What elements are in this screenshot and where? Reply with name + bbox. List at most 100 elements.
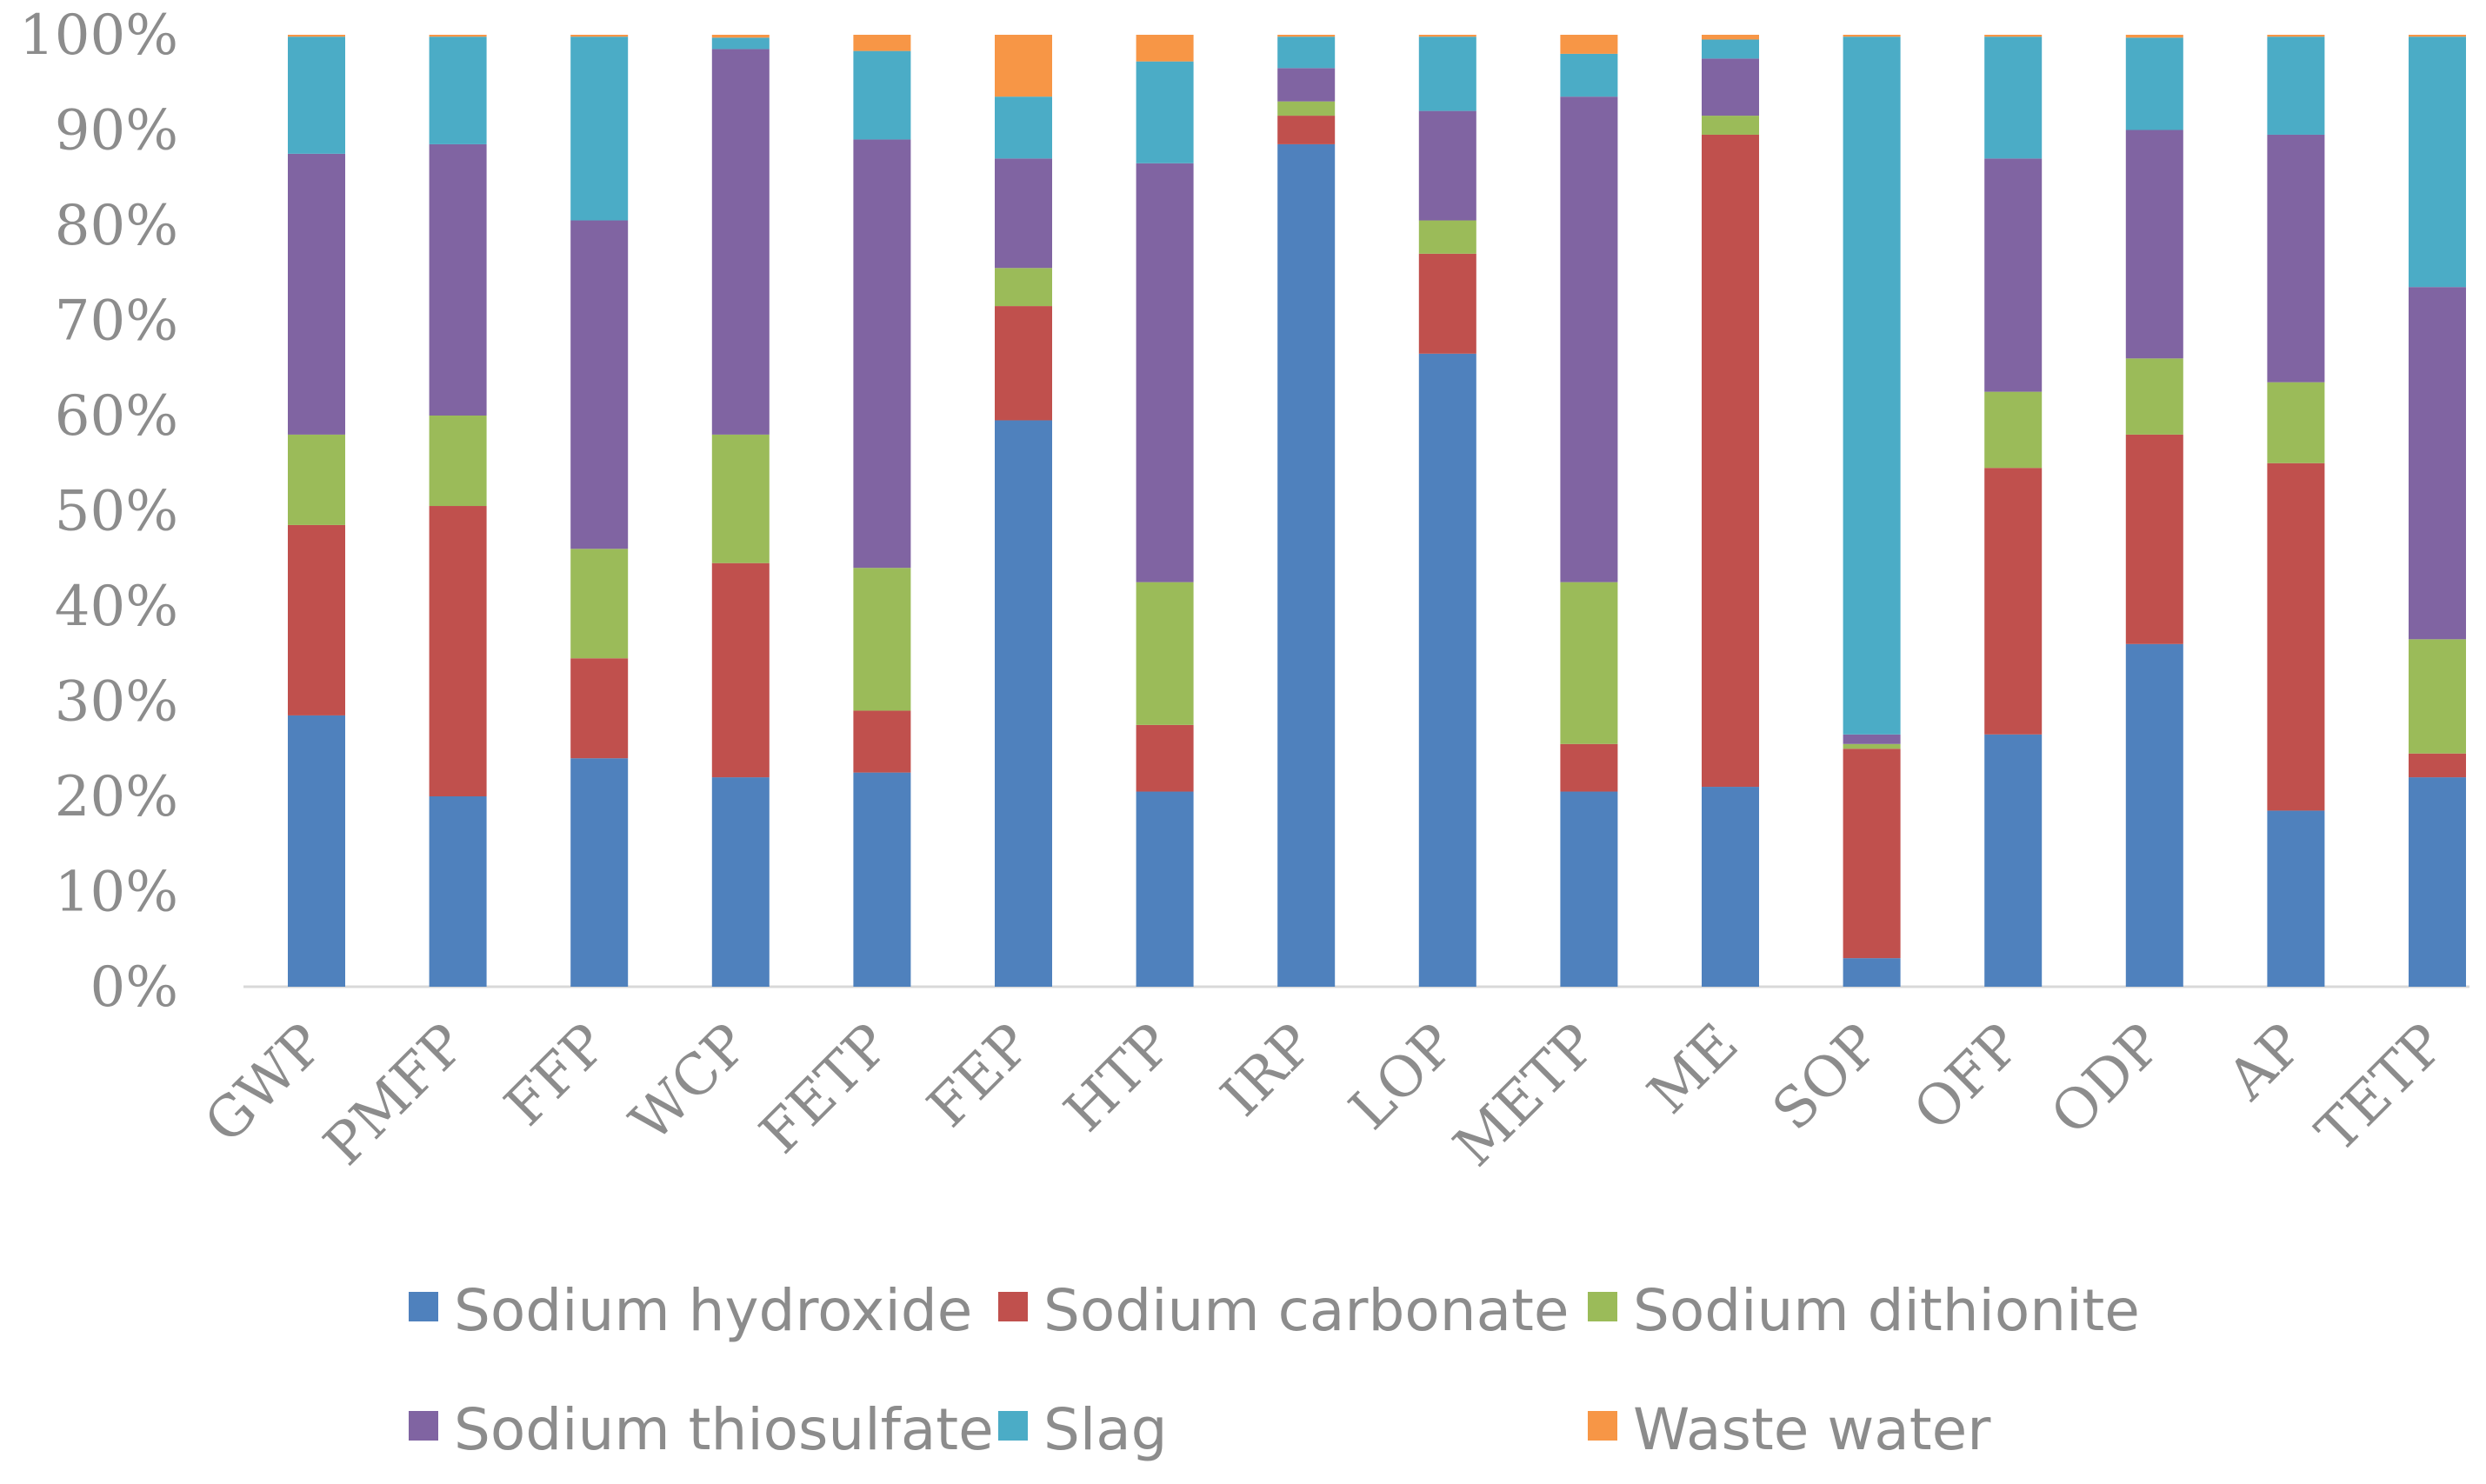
bar-segment-slag	[1560, 53, 1618, 97]
x-tick-label-lop: LOP	[1337, 1012, 1468, 1142]
legend-swatch	[409, 1411, 438, 1441]
bar-stack-fetp	[853, 35, 911, 988]
x-tick-label-htp: HTP	[1052, 1012, 1184, 1144]
legend-swatch	[409, 1292, 438, 1321]
bar-segment-waste-water	[711, 35, 770, 38]
bar-segment-waste-water	[2409, 35, 2466, 37]
y-tick-label: 80%	[55, 194, 178, 258]
bar-segment-waste-water	[288, 35, 345, 37]
bar-stack-ffp	[570, 35, 629, 987]
bar-segment-sodium-hydroxide	[711, 777, 770, 987]
bar-segment-sodium-dithionite	[711, 434, 770, 563]
bar-segment-sodium-carbonate	[570, 658, 629, 759]
bar-segment-sodium-hydroxide	[1277, 143, 1336, 988]
bar-segment-sodium-carbonate	[1560, 743, 1618, 792]
bar-segment-sodium-hydroxide	[853, 772, 911, 988]
bar-segment-sodium-carbonate	[1984, 468, 2043, 735]
legend-item-waste-water: Waste water	[1588, 1396, 1991, 1463]
bar-segment-sodium-thiosulfate	[1843, 734, 1901, 744]
x-tick-label-ap: AP	[2216, 1012, 2316, 1113]
bar-segment-sodium-dithionite	[1702, 116, 1759, 135]
x-tick-label-ofp: OFP	[1902, 1012, 2033, 1143]
bar-segment-sodium-dithionite	[570, 549, 629, 659]
bar-segment-sodium-hydroxide	[288, 715, 345, 987]
bar-segment-slag	[995, 96, 1052, 159]
bar-segment-sodium-carbonate	[1136, 724, 1194, 792]
bar-segment-sodium-hydroxide	[2267, 810, 2325, 987]
bar-segment-sodium-thiosulfate	[1277, 68, 1336, 102]
x-tick-label-tetp: TETP	[2304, 1012, 2457, 1165]
bar-segment-waste-water	[1560, 35, 1618, 54]
bar-segment-sodium-hydroxide	[1136, 791, 1194, 987]
bar-segment-sodium-thiosulfate	[288, 153, 345, 435]
y-tick-label: 70%	[55, 289, 178, 354]
y-tick-label: 20%	[55, 765, 178, 829]
bar-segment-sodium-dithionite	[1560, 582, 1618, 744]
bar-segment-sodium-carbonate	[1702, 134, 1759, 788]
bar-segment-sodium-carbonate	[1418, 253, 1476, 354]
legend-item-slag: Slag	[998, 1396, 1168, 1463]
legend-swatch	[1588, 1292, 1617, 1321]
bar-segment-waste-water	[853, 35, 911, 51]
bar-segment-waste-water	[429, 35, 487, 37]
bar-stack-pmfp	[429, 35, 487, 987]
bar-segment-sodium-carbonate	[429, 506, 487, 796]
bar-segment-sodium-thiosulfate	[711, 49, 770, 435]
bar-stack-sop	[1843, 35, 1901, 987]
bar-segment-slag	[429, 37, 487, 144]
legend-item-sodium-thiosulfate: Sodium thiosulfate	[409, 1396, 994, 1463]
bar-stack-fep	[995, 35, 1052, 988]
bar-segment-sodium-thiosulfate	[1984, 158, 2043, 392]
bar-segment-slag	[1418, 37, 1476, 111]
bar-stacks	[288, 35, 2466, 988]
bar-segment-waste-water	[1843, 35, 1901, 37]
legend-label: Waste water	[1633, 1396, 1991, 1463]
y-tick-label: 30%	[55, 670, 178, 735]
bar-segment-slag	[1843, 37, 1901, 735]
bar-segment-sodium-dithionite	[1843, 743, 1901, 749]
legend-item-sodium-hydroxide: Sodium hydroxide	[409, 1277, 972, 1344]
y-axis-ticks: 0% 10% 20% 30% 40% 50% 60% 70% 80% 90% 100%	[19, 3, 178, 1020]
bar-segment-sodium-hydroxide	[1702, 787, 1759, 987]
bar-segment-sodium-carbonate	[711, 562, 770, 778]
bar-segment-sodium-dithionite	[2409, 639, 2466, 754]
bar-segment-waste-water	[1136, 35, 1194, 62]
bar-stack-gwp	[288, 35, 345, 987]
bar-stack-ap	[2267, 35, 2325, 987]
x-tick-label-wcp: WCP	[618, 1012, 761, 1155]
x-tick-label-pmfp: PMFP	[312, 1012, 478, 1178]
bar-segment-sodium-carbonate	[2125, 434, 2183, 644]
legend-swatch	[998, 1292, 1028, 1321]
y-tick-label: 60%	[55, 384, 178, 449]
bar-segment-sodium-hydroxide	[2125, 643, 2183, 987]
bar-segment-sodium-thiosulfate	[2409, 287, 2466, 640]
x-tick-label-ffp: FFP	[493, 1012, 620, 1139]
bar-segment-sodium-dithionite	[1136, 582, 1194, 725]
bar-segment-sodium-thiosulfate	[2267, 134, 2325, 383]
legend-label: Slag	[1043, 1396, 1168, 1463]
legend-label: Sodium thiosulfate	[454, 1396, 994, 1463]
legend-item-sodium-dithionite: Sodium dithionite	[1588, 1277, 2140, 1344]
bar-segment-sodium-dithionite	[1418, 220, 1476, 254]
x-tick-label-odp: ODP	[2039, 1012, 2175, 1148]
bar-stack-odp	[2125, 35, 2183, 987]
bar-segment-slag	[1136, 61, 1194, 163]
bar-segment-sodium-hydroxide	[1843, 958, 1901, 987]
bar-segment-waste-water	[2125, 35, 2183, 38]
bar-stack-wcp	[711, 35, 770, 987]
bar-segment-slag	[288, 37, 345, 154]
bar-segment-sodium-dithionite	[288, 434, 345, 525]
x-tick-label-irp: IRP	[1210, 1012, 1327, 1129]
x-tick-label-me: ME	[1636, 1012, 1751, 1127]
bar-segment-sodium-hydroxide	[1984, 734, 2043, 987]
bar-segment-slag	[711, 37, 770, 50]
bar-segment-sodium-dithionite	[995, 268, 1052, 307]
y-tick-label: 100%	[19, 3, 178, 68]
bar-segment-waste-water	[1418, 35, 1476, 37]
bar-segment-sodium-thiosulfate	[1560, 96, 1618, 582]
bar-segment-slag	[2409, 37, 2466, 288]
y-tick-label: 40%	[55, 575, 178, 639]
legend-label: Sodium dithionite	[1633, 1277, 2140, 1344]
